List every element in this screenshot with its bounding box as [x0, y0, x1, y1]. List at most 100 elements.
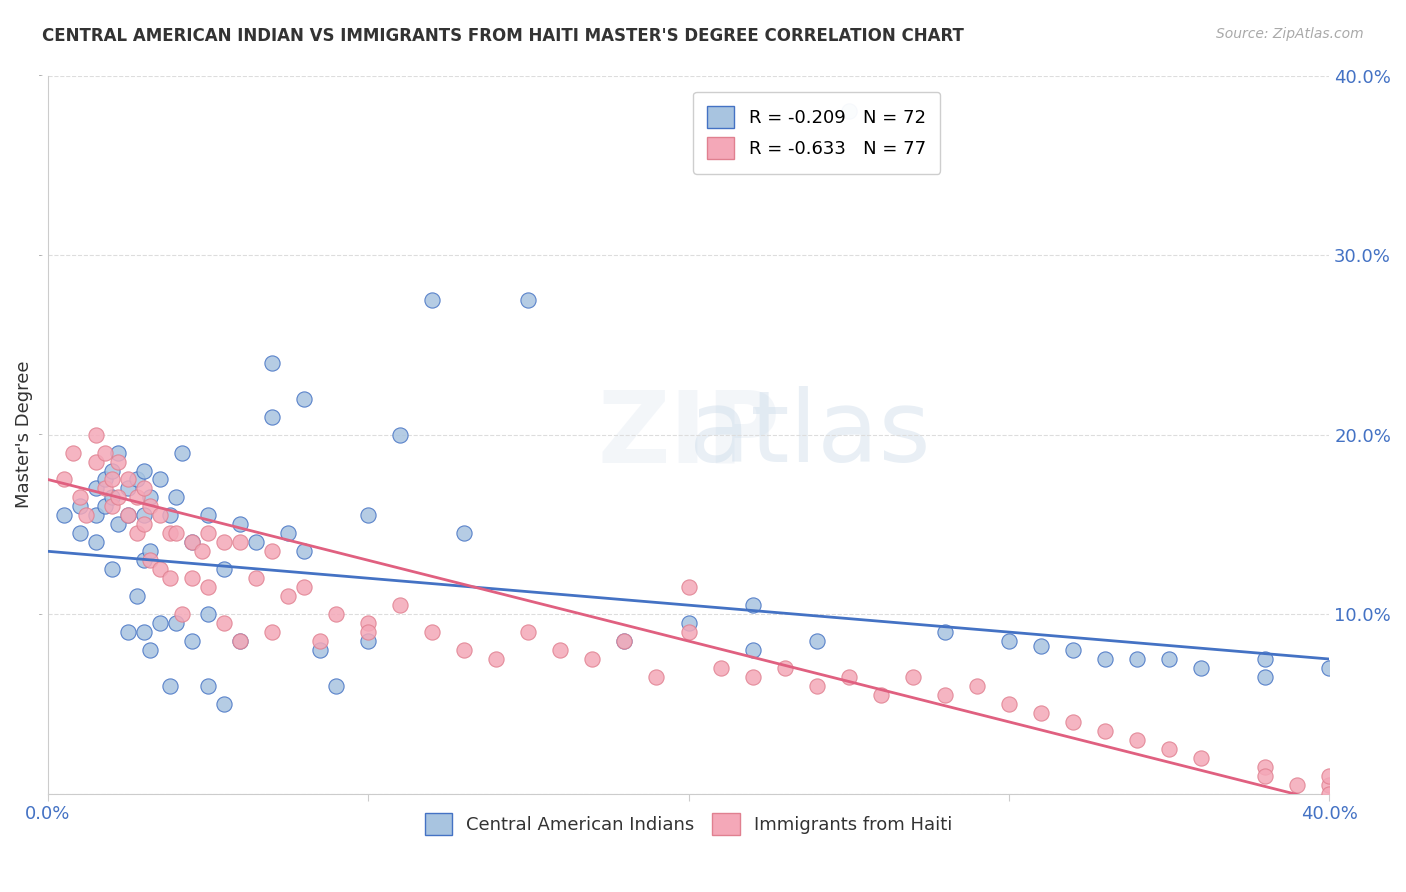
Point	[69, 500, 91, 514]
Point	[94, 473, 117, 487]
Y-axis label: Master's Degree: Master's Degree	[15, 361, 32, 508]
Point	[139, 491, 162, 505]
Point	[1157, 741, 1180, 756]
Point	[75, 508, 97, 523]
Point	[1126, 652, 1149, 666]
Point	[453, 643, 475, 657]
Point	[212, 535, 235, 549]
Point	[838, 670, 860, 684]
Point	[52, 508, 75, 523]
Text: Source: ZipAtlas.com: Source: ZipAtlas.com	[1216, 27, 1364, 41]
Point	[678, 580, 700, 594]
Point	[139, 643, 162, 657]
Point	[325, 679, 347, 693]
Point	[773, 661, 796, 675]
Point	[84, 535, 107, 549]
Point	[613, 634, 636, 648]
Point	[1157, 652, 1180, 666]
Point	[260, 356, 283, 370]
Point	[357, 625, 380, 640]
Point	[1254, 769, 1277, 783]
Point	[190, 544, 212, 558]
Point	[1094, 723, 1116, 738]
Point	[165, 526, 187, 541]
Point	[149, 473, 172, 487]
Point	[117, 482, 139, 496]
Point	[1254, 760, 1277, 774]
Point	[645, 670, 668, 684]
Point	[1317, 778, 1340, 792]
Point	[94, 500, 117, 514]
Point	[101, 473, 124, 487]
Point	[453, 526, 475, 541]
Point	[420, 625, 443, 640]
Point	[159, 679, 181, 693]
Point	[678, 625, 700, 640]
Point	[69, 491, 91, 505]
Text: atlas: atlas	[689, 386, 931, 483]
Point	[132, 553, 155, 567]
Point	[84, 508, 107, 523]
Point	[1126, 732, 1149, 747]
Point	[741, 598, 763, 612]
Point	[212, 697, 235, 711]
Point	[149, 616, 172, 631]
Point	[84, 454, 107, 468]
Point	[1189, 751, 1212, 765]
Point	[517, 293, 540, 307]
Point	[245, 535, 267, 549]
Point	[741, 643, 763, 657]
Point	[127, 589, 149, 603]
Point	[869, 688, 891, 702]
Point	[420, 293, 443, 307]
Point	[212, 562, 235, 576]
Point	[139, 553, 162, 567]
Point	[139, 544, 162, 558]
Point	[517, 625, 540, 640]
Point	[1094, 652, 1116, 666]
Point	[1317, 661, 1340, 675]
Point	[806, 634, 828, 648]
Point	[1286, 778, 1309, 792]
Point	[260, 409, 283, 424]
Point	[149, 508, 172, 523]
Point	[132, 482, 155, 496]
Point	[1029, 706, 1052, 720]
Point	[357, 616, 380, 631]
Point	[197, 580, 219, 594]
Point	[309, 643, 332, 657]
Point	[69, 526, 91, 541]
Point	[62, 445, 84, 459]
Point	[292, 392, 315, 406]
Point	[107, 491, 129, 505]
Point	[309, 634, 332, 648]
Point	[94, 445, 117, 459]
Point	[197, 526, 219, 541]
Point	[172, 445, 194, 459]
Text: ZIP: ZIP	[598, 386, 780, 483]
Point	[357, 634, 380, 648]
Point	[107, 454, 129, 468]
Point	[181, 634, 204, 648]
Point	[581, 652, 603, 666]
Point	[149, 562, 172, 576]
Point	[260, 625, 283, 640]
Point	[998, 634, 1021, 648]
Point	[84, 482, 107, 496]
Point	[165, 491, 187, 505]
Point	[107, 445, 129, 459]
Point	[197, 679, 219, 693]
Point	[966, 679, 988, 693]
Point	[229, 634, 252, 648]
Point	[1189, 661, 1212, 675]
Point	[229, 517, 252, 532]
Point	[84, 427, 107, 442]
Point	[1029, 640, 1052, 654]
Point	[197, 508, 219, 523]
Point	[165, 616, 187, 631]
Point	[94, 482, 117, 496]
Point	[277, 589, 299, 603]
Point	[901, 670, 924, 684]
Point	[550, 643, 572, 657]
Point	[229, 535, 252, 549]
